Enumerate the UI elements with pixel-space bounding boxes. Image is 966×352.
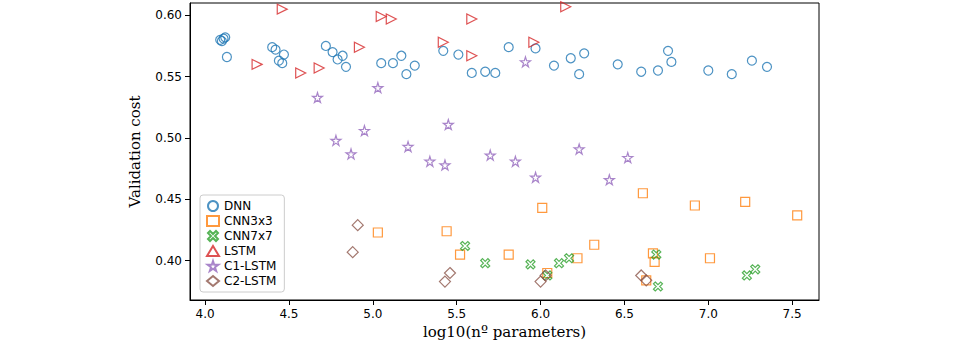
svg-text:5.5: 5.5	[447, 307, 466, 321]
svg-text:CNN3x3: CNN3x3	[224, 214, 273, 228]
svg-text:0.40: 0.40	[155, 254, 182, 268]
svg-text:log10(nº parameters): log10(nº parameters)	[423, 323, 586, 341]
svg-text:C1-LSTM: C1-LSTM	[224, 259, 276, 273]
svg-text:7.5: 7.5	[783, 307, 802, 321]
svg-text:4.0: 4.0	[196, 307, 215, 321]
svg-text:6.5: 6.5	[615, 307, 634, 321]
svg-text:0.55: 0.55	[155, 70, 182, 84]
svg-text:DNN: DNN	[224, 199, 251, 213]
svg-text:Validation cost: Validation cost	[126, 96, 144, 209]
svg-text:LSTM: LSTM	[224, 244, 256, 258]
svg-text:C2-LSTM: C2-LSTM	[224, 274, 276, 288]
svg-text:5.0: 5.0	[363, 307, 382, 321]
svg-text:CNN7x7: CNN7x7	[224, 229, 273, 243]
svg-text:4.5: 4.5	[279, 307, 298, 321]
svg-text:0.60: 0.60	[155, 8, 182, 22]
svg-text:0.50: 0.50	[155, 131, 182, 145]
svg-text:0.45: 0.45	[155, 192, 182, 206]
svg-text:7.0: 7.0	[699, 307, 718, 321]
svg-text:6.0: 6.0	[531, 307, 550, 321]
